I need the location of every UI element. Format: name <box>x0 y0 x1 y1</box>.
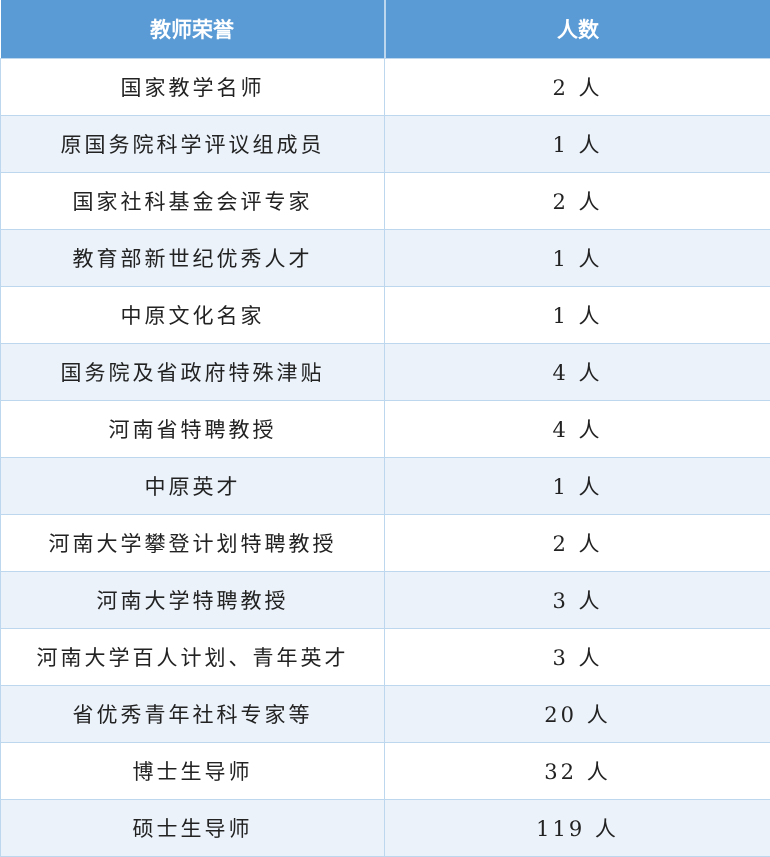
cell-count: 119 人 <box>385 800 770 857</box>
cell-honor: 硕士生导师 <box>1 800 385 857</box>
cell-honor: 河南大学特聘教授 <box>1 572 385 629</box>
cell-honor: 国务院及省政府特殊津贴 <box>1 344 385 401</box>
cell-honor: 中原英才 <box>1 458 385 515</box>
cell-count: 4 人 <box>385 401 770 458</box>
cell-honor: 国家教学名师 <box>1 59 385 116</box>
cell-honor: 中原文化名家 <box>1 287 385 344</box>
cell-count: 2 人 <box>385 515 770 572</box>
header-row: 教师荣誉 人数 <box>1 0 770 59</box>
cell-count: 32 人 <box>385 743 770 800</box>
cell-honor: 博士生导师 <box>1 743 385 800</box>
cell-count: 1 人 <box>385 458 770 515</box>
cell-count: 4 人 <box>385 344 770 401</box>
cell-count: 3 人 <box>385 629 770 686</box>
cell-count: 1 人 <box>385 287 770 344</box>
cell-count: 3 人 <box>385 572 770 629</box>
cell-honor: 河南大学攀登计划特聘教授 <box>1 515 385 572</box>
cell-count: 1 人 <box>385 116 770 173</box>
cell-count: 20 人 <box>385 686 770 743</box>
cell-honor: 原国务院科学评议组成员 <box>1 116 385 173</box>
cell-count: 2 人 <box>385 59 770 116</box>
cell-honor: 省优秀青年社科专家等 <box>1 686 385 743</box>
cell-honor: 河南省特聘教授 <box>1 401 385 458</box>
header-honor: 教师荣誉 <box>1 0 385 59</box>
cell-honor: 河南大学百人计划、青年英才 <box>1 629 385 686</box>
cell-honor: 国家社科基金会评专家 <box>1 173 385 230</box>
cell-count: 2 人 <box>385 173 770 230</box>
cell-honor: 教育部新世纪优秀人才 <box>1 230 385 287</box>
cell-count: 1 人 <box>385 230 770 287</box>
header-count: 人数 <box>385 0 770 59</box>
